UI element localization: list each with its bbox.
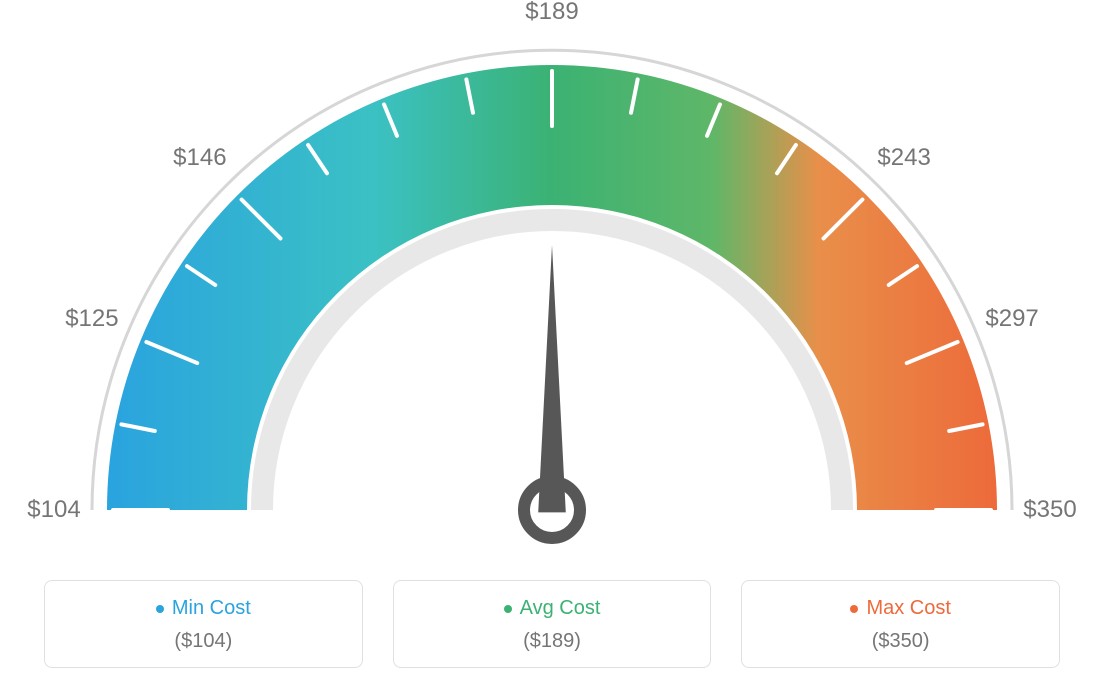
tick-label: $297: [985, 305, 1038, 333]
legend-dot-icon: [850, 605, 858, 613]
tick-label: $146: [173, 144, 226, 172]
cost-gauge-chart: $104 $125 $146 $189 $243 $297 $350: [0, 0, 1104, 560]
legend-value-text: ($104): [55, 630, 352, 653]
tick-label: $125: [65, 305, 118, 333]
tick-label: $243: [877, 144, 930, 172]
legend-label-text: Min Cost: [172, 597, 251, 620]
gauge-needle: [538, 245, 566, 512]
legend-card-avg: Avg Cost ($189): [393, 580, 712, 668]
tick-label: $189: [525, 0, 578, 26]
legend-dot-icon: [504, 605, 512, 613]
legend-value-text: ($350): [752, 630, 1049, 653]
legend-title: Min Cost: [156, 597, 251, 620]
legend-row: Min Cost ($104) Avg Cost ($189) Max Cost ($35…: [0, 580, 1104, 668]
legend-title: Avg Cost: [504, 597, 601, 620]
legend-label-text: Avg Cost: [520, 597, 601, 620]
tick-label: $350: [1023, 496, 1076, 524]
legend-dot-icon: [156, 605, 164, 613]
legend-card-min: Min Cost ($104): [44, 580, 363, 668]
legend-label-text: Max Cost: [866, 597, 950, 620]
gauge-svg: [0, 0, 1104, 560]
legend-card-max: Max Cost ($350): [741, 580, 1060, 668]
tick-label: $104: [27, 496, 80, 524]
legend-value-text: ($189): [404, 630, 701, 653]
legend-title: Max Cost: [850, 597, 950, 620]
